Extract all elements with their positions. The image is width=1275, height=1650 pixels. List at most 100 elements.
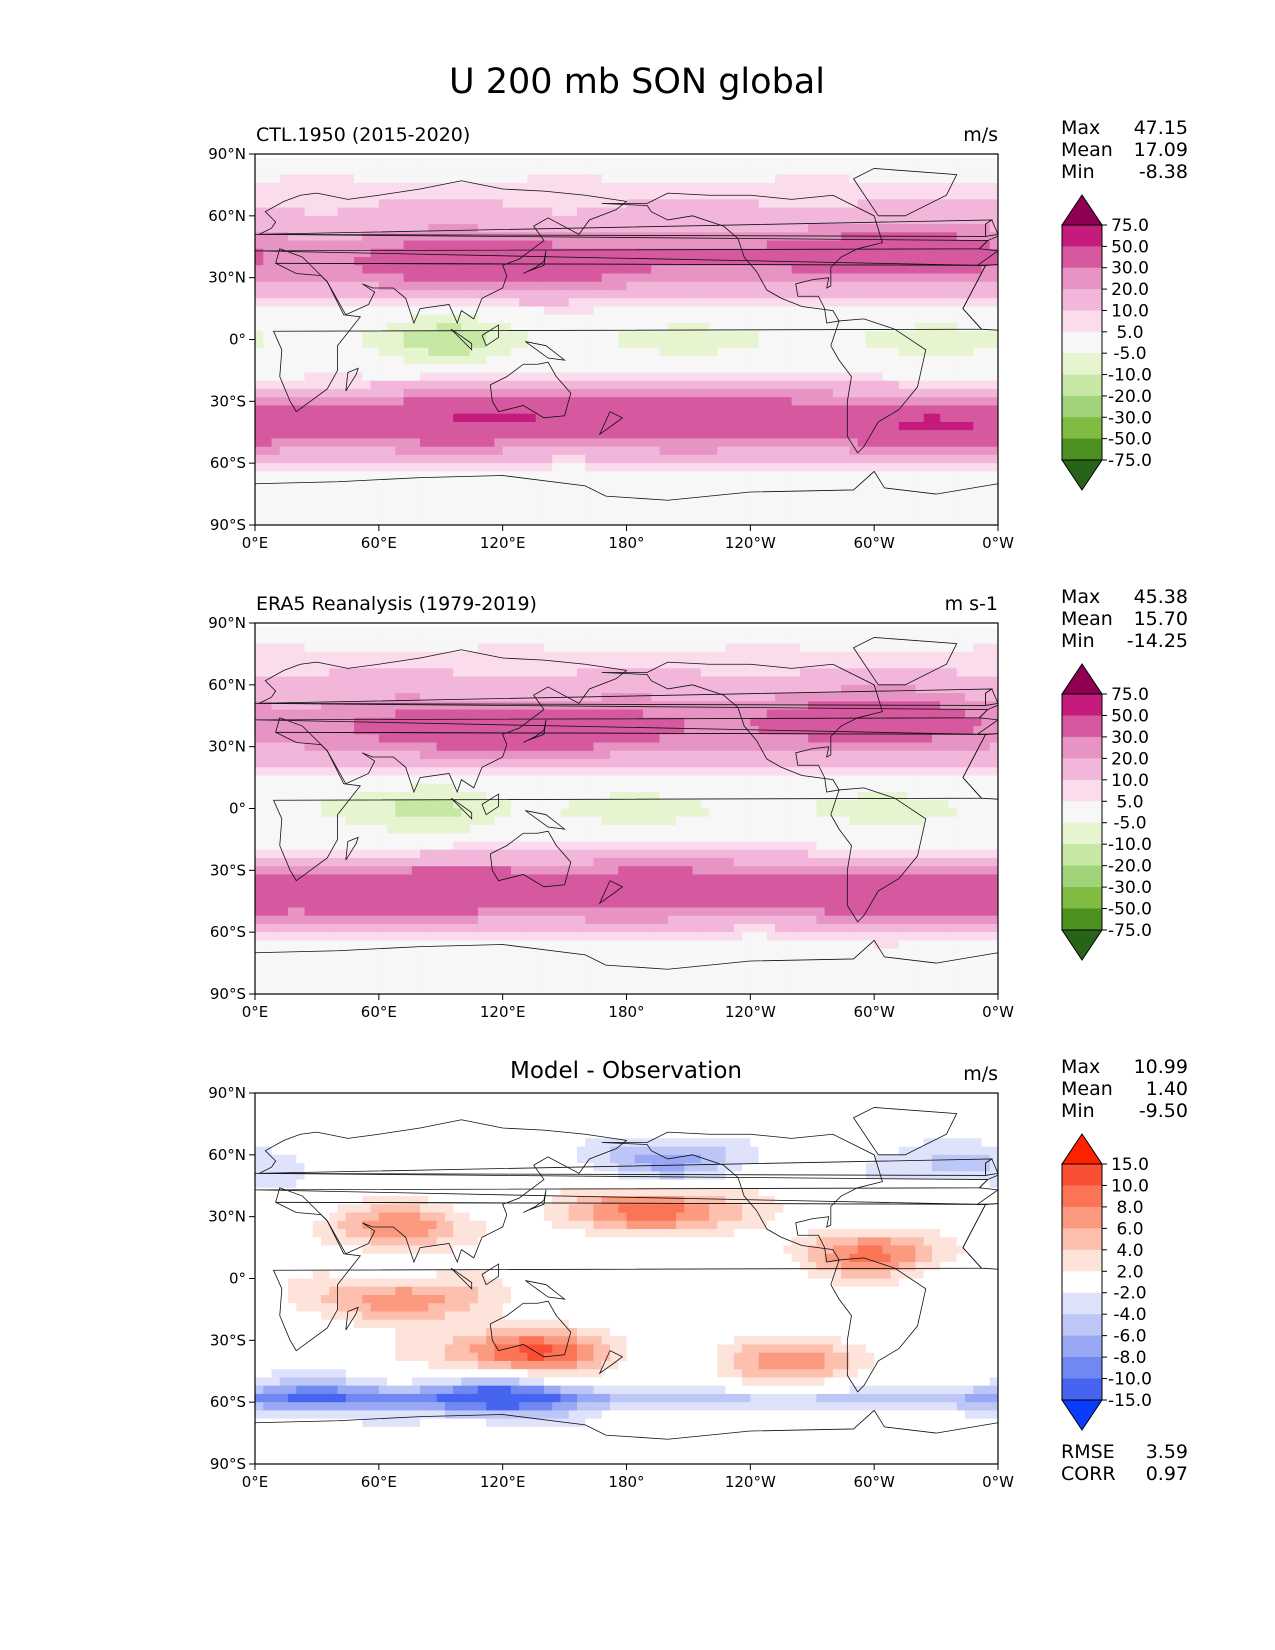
field-cell (981, 372, 991, 382)
field-cell (510, 240, 520, 250)
colorbar-tick-label: -5.0 (1113, 344, 1146, 364)
field-cell (667, 364, 677, 374)
field-cell (973, 298, 983, 308)
field-cell (461, 232, 471, 242)
field-cell (362, 487, 372, 497)
field-cell (667, 676, 677, 686)
field-cell (989, 643, 998, 653)
field-cell (907, 215, 917, 225)
field-cell (370, 684, 380, 694)
field-cell (882, 207, 892, 217)
field-cell (279, 627, 289, 636)
field-cell (255, 290, 264, 299)
field-cell (461, 504, 471, 514)
field-cell (948, 421, 958, 431)
field-cell (709, 306, 718, 316)
field-cell (733, 438, 743, 448)
field-cell (742, 446, 751, 456)
field-cell (841, 651, 850, 661)
field-cell (651, 413, 661, 423)
field-cell (279, 207, 289, 217)
field-cell (882, 215, 892, 225)
field-cell (742, 430, 751, 440)
field-cell (783, 668, 793, 678)
field-cell (890, 496, 900, 505)
field-cell (832, 331, 842, 341)
field-cell (609, 504, 619, 514)
field-cell (931, 281, 941, 291)
field-cell (725, 520, 735, 525)
field-cell (643, 421, 652, 431)
field-cell (643, 174, 652, 184)
field-cell (444, 520, 454, 525)
field-cell (519, 405, 529, 415)
field-cell (428, 347, 438, 357)
field-cell (329, 257, 339, 266)
field-cell (312, 684, 322, 694)
field-cell (684, 635, 694, 645)
field-cell (453, 643, 462, 653)
field-cell (832, 693, 842, 702)
field-cell (717, 421, 727, 431)
field-cell (915, 314, 925, 324)
field-cell (436, 240, 446, 250)
field-cell (989, 331, 998, 341)
field-cell (783, 463, 793, 473)
field-cell (585, 339, 595, 349)
field-cell (692, 627, 702, 636)
field-cell (948, 487, 958, 497)
field-cell (387, 257, 396, 266)
field-cell (618, 372, 628, 382)
field-cell (964, 380, 974, 390)
field-cell (659, 496, 669, 505)
field-cell (329, 364, 339, 374)
field-cell (923, 372, 933, 382)
field-cell (643, 355, 652, 365)
field-cell (502, 372, 512, 382)
field-cell (676, 191, 685, 200)
field-cell (601, 158, 611, 167)
coastline (481, 324, 499, 347)
field-cell (766, 364, 776, 374)
field-cell (709, 380, 718, 390)
field-cell (874, 660, 884, 669)
field-cell (832, 306, 842, 316)
field-cell (849, 232, 859, 242)
field-cell (841, 182, 850, 192)
field-cell (824, 512, 834, 522)
field-cell (543, 660, 553, 669)
field-cell (940, 471, 950, 481)
field-cell (964, 430, 974, 440)
field-cell (576, 372, 586, 382)
field-cell (535, 380, 545, 390)
field-cell (576, 158, 586, 167)
field-cell (486, 314, 496, 324)
field-cell (940, 380, 950, 390)
field-cell (915, 463, 925, 473)
field-cell (940, 397, 950, 407)
field-cell (931, 627, 941, 636)
field-cell (329, 306, 339, 316)
field-cell (387, 430, 396, 440)
field-cell (494, 684, 504, 694)
x-tick-label: 0°W (982, 534, 1014, 552)
field-cell (634, 660, 644, 669)
field-cell (882, 174, 892, 184)
field-cell (519, 339, 529, 349)
field-cell (634, 454, 644, 464)
field-cell (816, 397, 826, 407)
field-cell (717, 248, 727, 258)
field-cell (692, 635, 702, 645)
field-cell (543, 306, 553, 316)
field-cell (783, 380, 793, 390)
field-cell (865, 314, 875, 324)
field-cell (403, 331, 413, 341)
field-cell (601, 174, 611, 184)
field-cell (750, 635, 760, 645)
panel-model-units: m/s (963, 124, 998, 146)
field-cell (387, 676, 396, 686)
field-cell (502, 463, 512, 473)
field-cell (832, 364, 842, 374)
field-cell (758, 676, 768, 686)
field-cell (502, 182, 512, 192)
